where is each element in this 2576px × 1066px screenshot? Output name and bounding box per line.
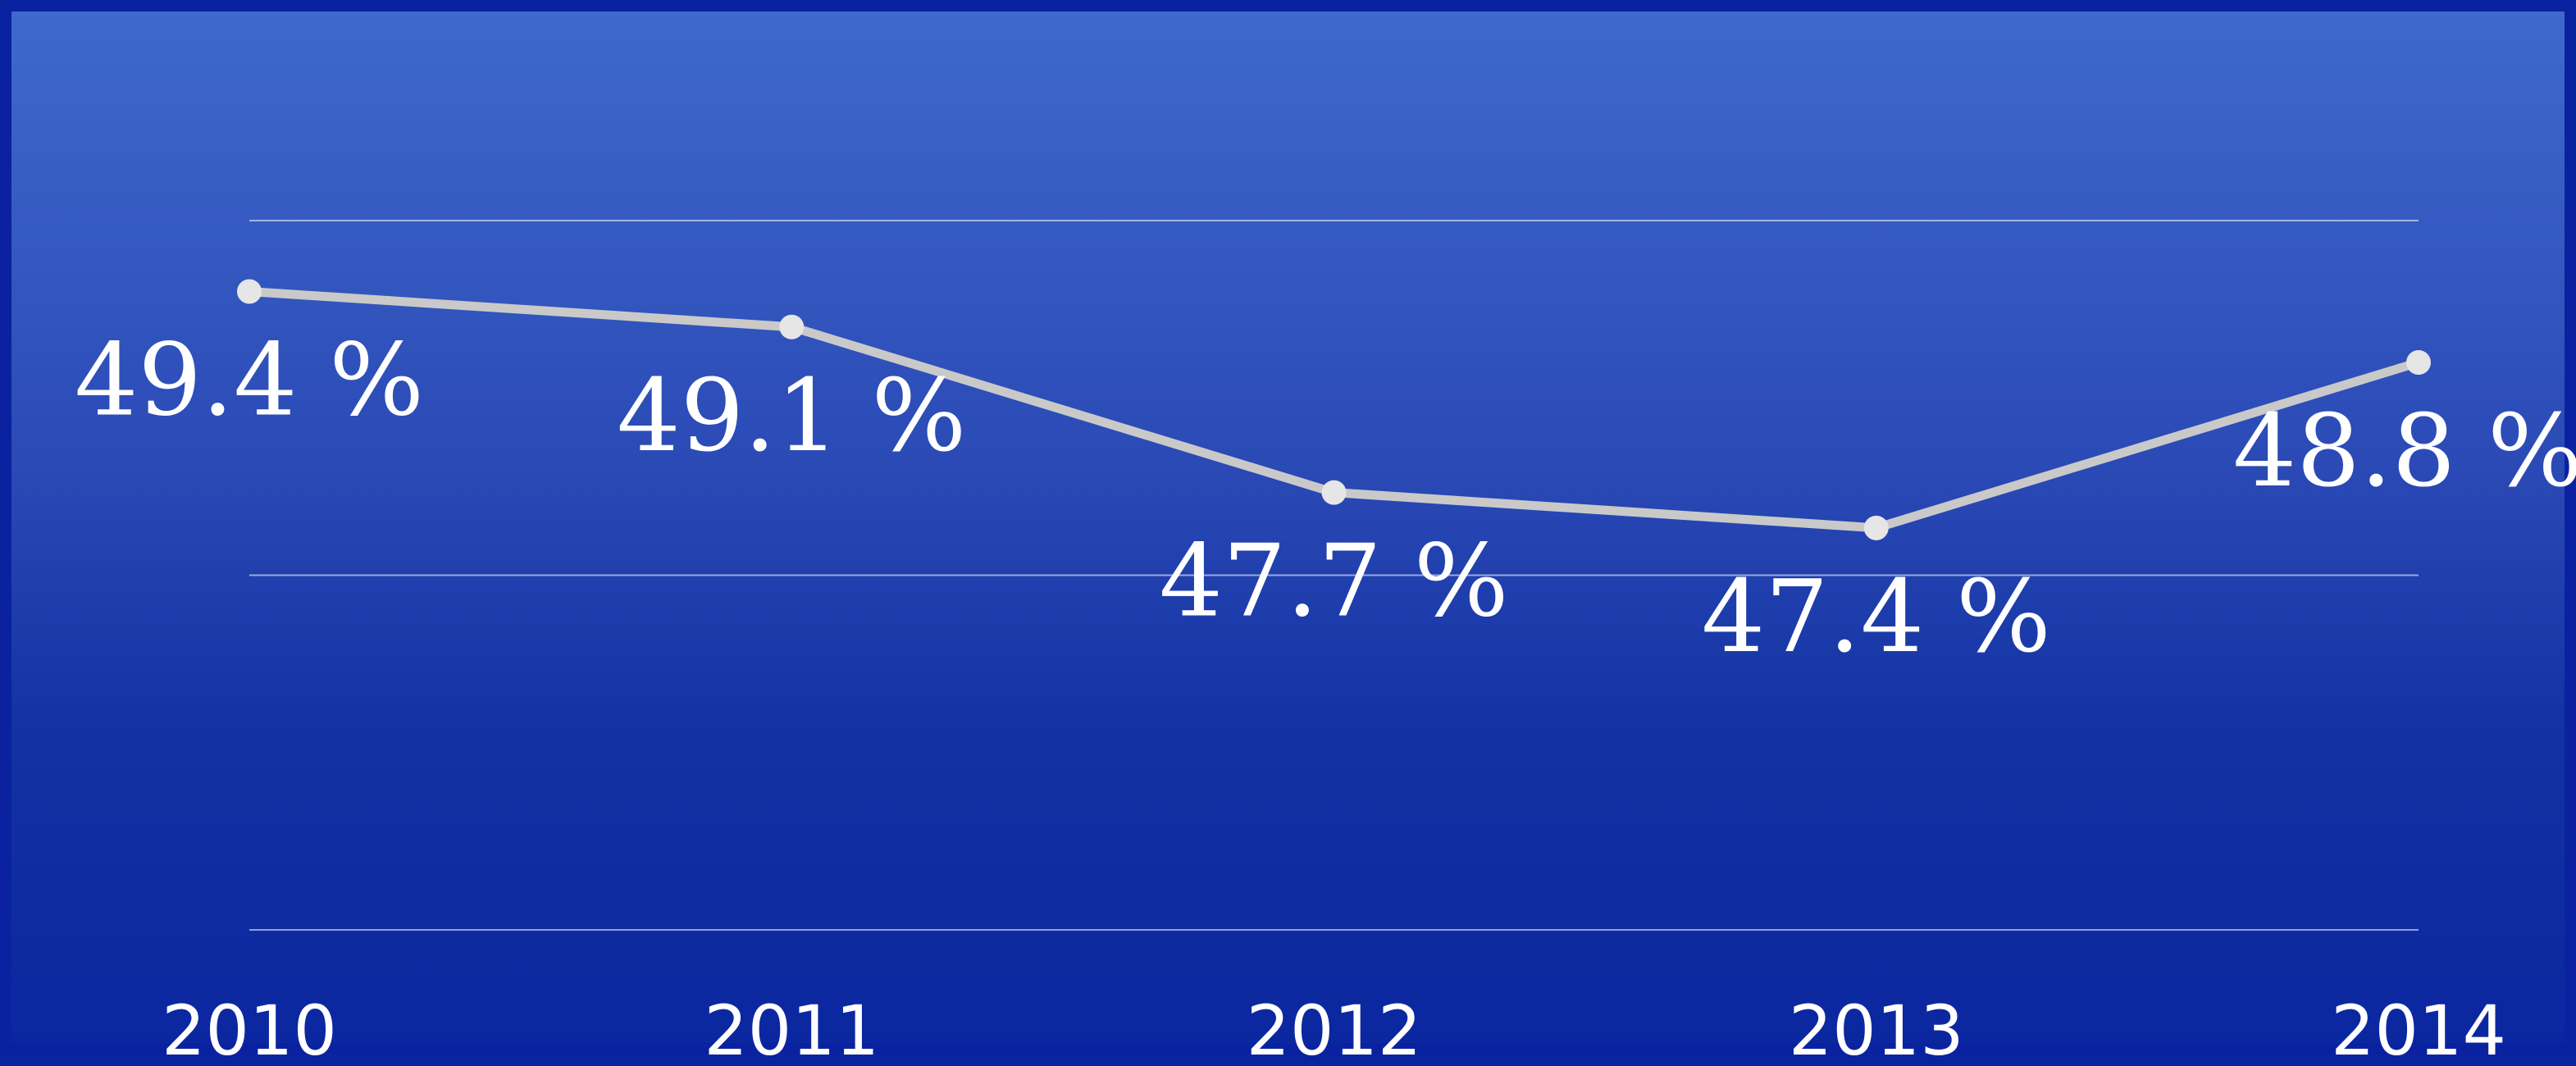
- data-label-2010: 49.4 %: [75, 322, 424, 439]
- data-point-2010: [237, 279, 262, 304]
- x-tick-label-2010: 2010: [162, 991, 337, 1066]
- x-tick-label-2012: 2012: [1247, 991, 1422, 1066]
- data-label-2013: 47.4 %: [1702, 558, 2051, 675]
- data-point-2014: [2406, 350, 2431, 375]
- data-label-2012: 47.7 %: [1159, 523, 1508, 640]
- data-label-2014: 48.8 %: [2233, 393, 2576, 509]
- line-chart: 49.4 % 49.1 %47.7 % 47.4 %48.8 % 2010 2011 2…: [75, 220, 2576, 1066]
- gridlines: [249, 220, 2419, 931]
- data-point-2013: [1863, 515, 1889, 540]
- data-labels: 49.4 % 49.1 % 47.7 % 47.4 % 48.8 %: [75, 322, 2576, 675]
- data-label-2011: 49.1 %: [617, 358, 966, 474]
- data-point-2011: [779, 314, 805, 339]
- x-tick-label-2014: 2014: [2331, 991, 2506, 1066]
- x-tick-label-2013: 2013: [1789, 991, 1964, 1066]
- data-point-2012: [1321, 480, 1347, 505]
- series-layer: [237, 279, 2431, 540]
- x-axis: 2010 2011 2012 2013 2014: [162, 991, 2506, 1066]
- x-tick-label-2011: 2011: [704, 991, 879, 1066]
